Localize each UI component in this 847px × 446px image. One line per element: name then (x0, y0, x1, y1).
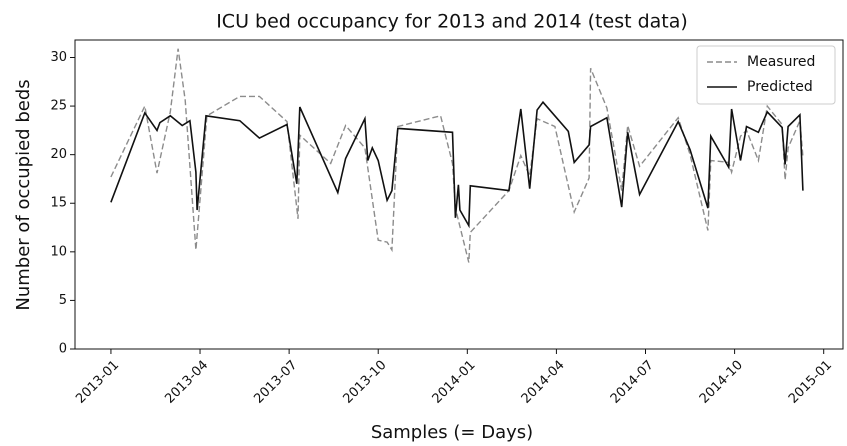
x-tick-label: 2015-01 (786, 358, 835, 407)
y-tick-label: 0 (59, 342, 67, 357)
chart-title: ICU bed occupancy for 2013 and 2014 (tes… (216, 11, 688, 33)
x-tick-label: 2013-10 (341, 358, 390, 407)
x-tick-label: 2013-07 (251, 358, 300, 407)
x-tick-label: 2014-07 (608, 358, 657, 407)
y-tick-label: 30 (50, 50, 67, 65)
x-tick-label: 2013-01 (73, 358, 122, 407)
y-tick-label: 10 (50, 244, 67, 259)
x-tick-label: 2014-01 (430, 358, 479, 407)
legend-label: Measured (747, 54, 815, 70)
y-tick-label: 5 (59, 293, 67, 308)
x-axis-label: Samples (= Days) (371, 422, 533, 443)
legend-label: Predicted (747, 79, 813, 95)
y-axis-label: Number of occupied beds (13, 79, 34, 310)
plot-frame (74, 39, 844, 350)
legend: Measured Predicted (696, 45, 836, 105)
y-tick-label: 25 (50, 99, 67, 114)
y-tick-label: 15 (50, 196, 67, 211)
series-line (110, 48, 804, 263)
x-tick-label: 2014-10 (697, 358, 746, 407)
legend-box (696, 45, 836, 105)
y-tick-label: 20 (50, 147, 67, 162)
series-line (110, 100, 804, 229)
x-tick-label: 2013-04 (162, 358, 211, 407)
x-tick-label: 2014-04 (519, 358, 568, 407)
